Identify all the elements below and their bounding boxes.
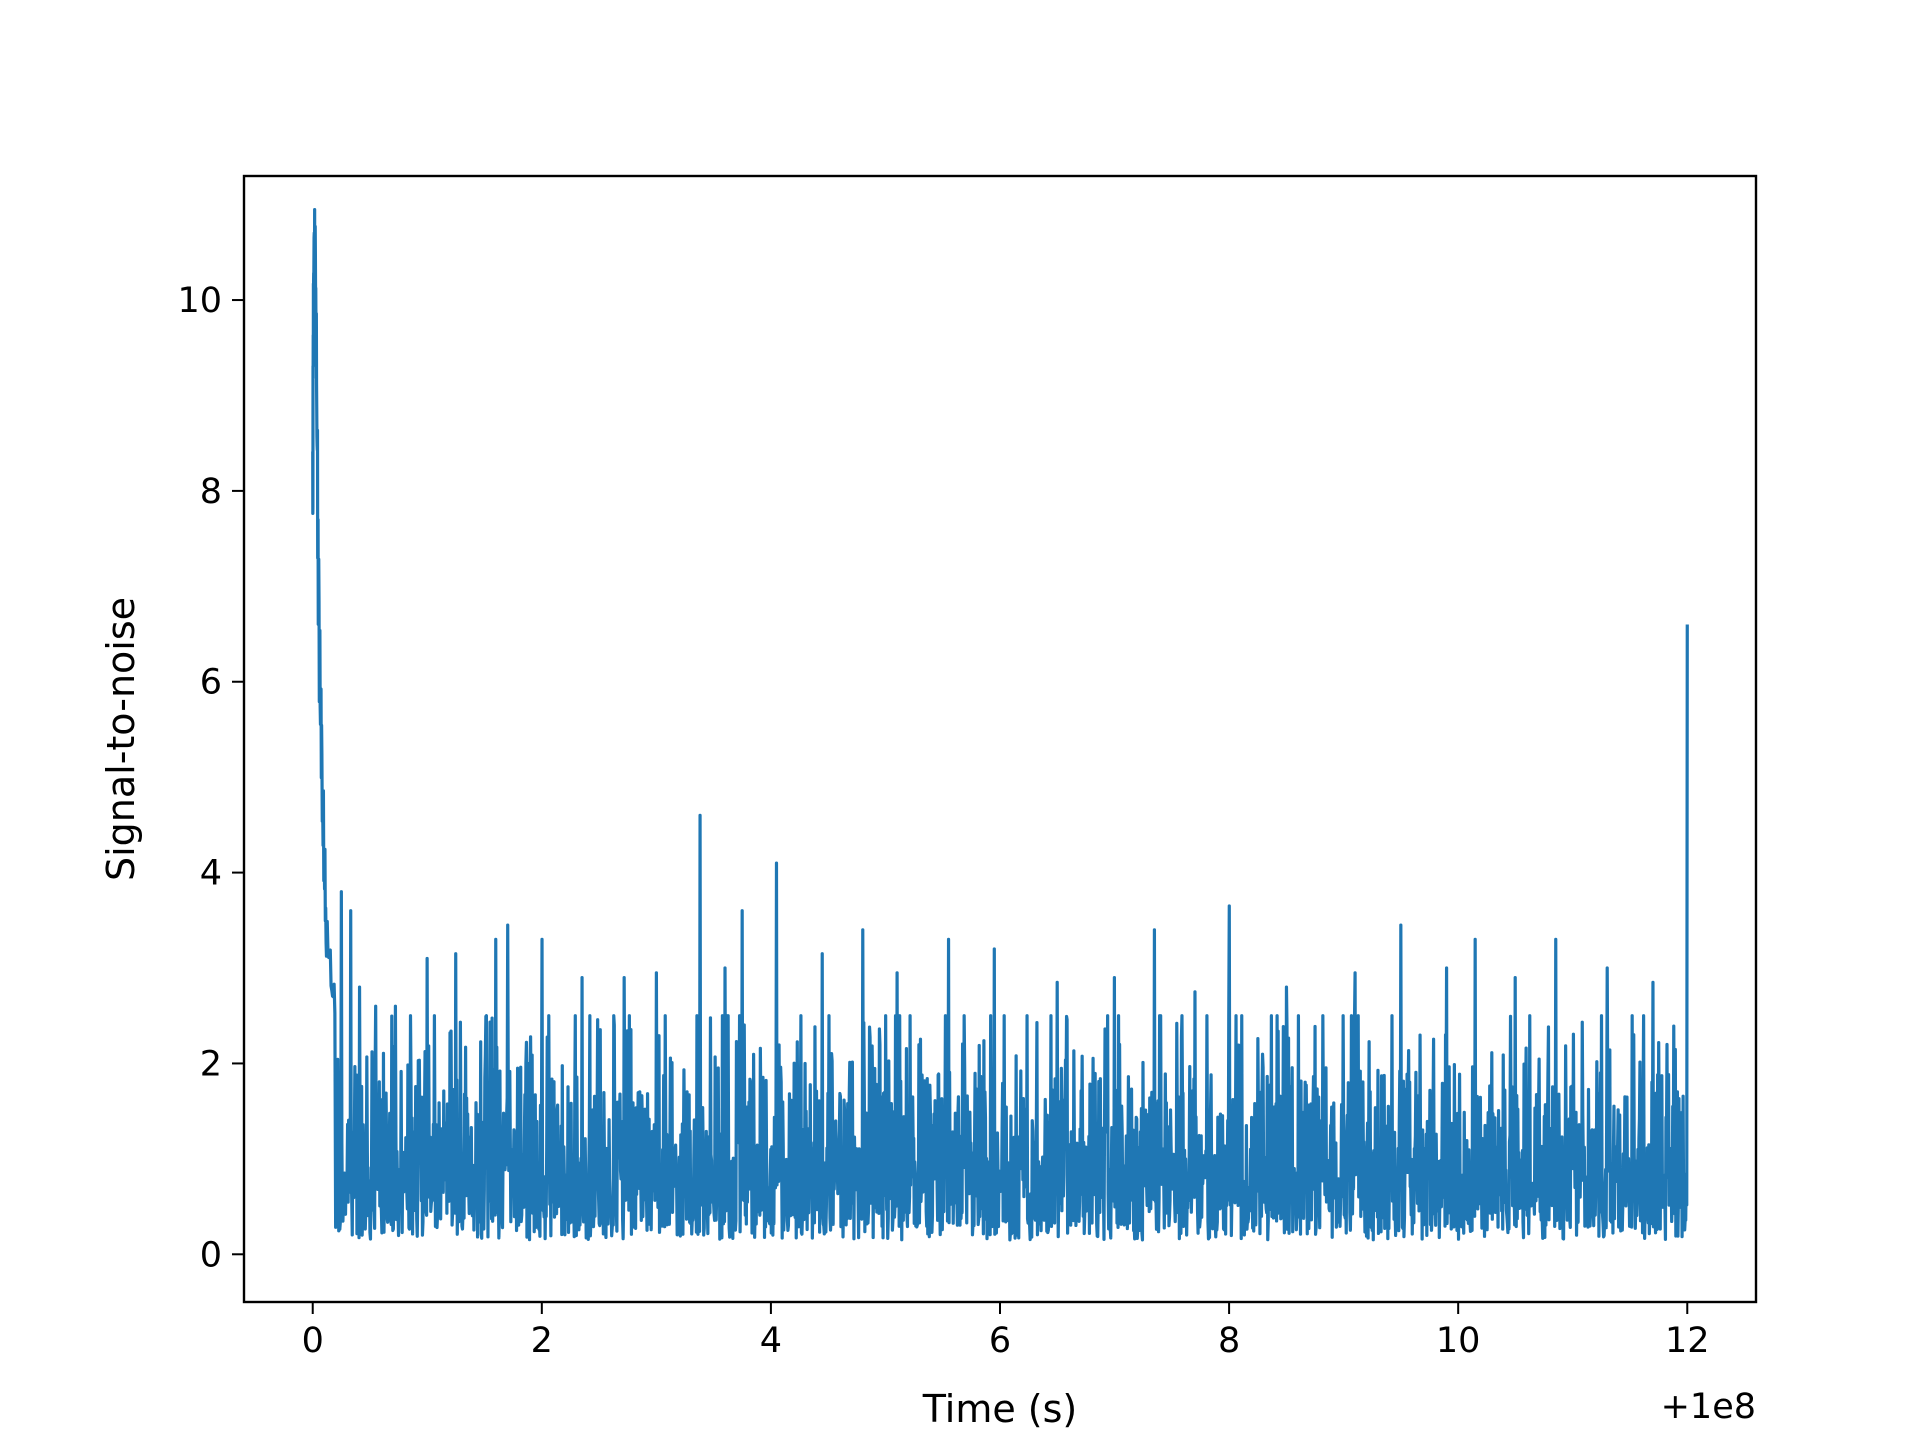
y-tick-label: 2: [200, 1044, 222, 1084]
y-tick-label: 4: [200, 854, 222, 894]
x-tick-label: 6: [989, 1321, 1011, 1361]
y-tick-label: 0: [200, 1235, 222, 1275]
x-tick-label: 10: [1436, 1321, 1481, 1361]
y-tick-label: 10: [177, 281, 222, 321]
y-tick-label: 8: [200, 472, 222, 512]
y-tick-label: 6: [200, 663, 222, 703]
x-tick-label: 12: [1665, 1321, 1710, 1361]
x-tick-label: 4: [760, 1321, 782, 1361]
x-tick-label: 2: [531, 1321, 553, 1361]
series-line: [311, 208, 1689, 1242]
x-tick-label: 0: [302, 1321, 324, 1361]
x-axis-offset-label: +1e8: [1661, 1387, 1756, 1427]
y-axis-label: Signal-to-noise: [99, 597, 143, 881]
x-tick-label: 8: [1218, 1321, 1240, 1361]
x-axis-label: Time (s): [922, 1387, 1078, 1431]
axes-frame: [242, 174, 1758, 1304]
